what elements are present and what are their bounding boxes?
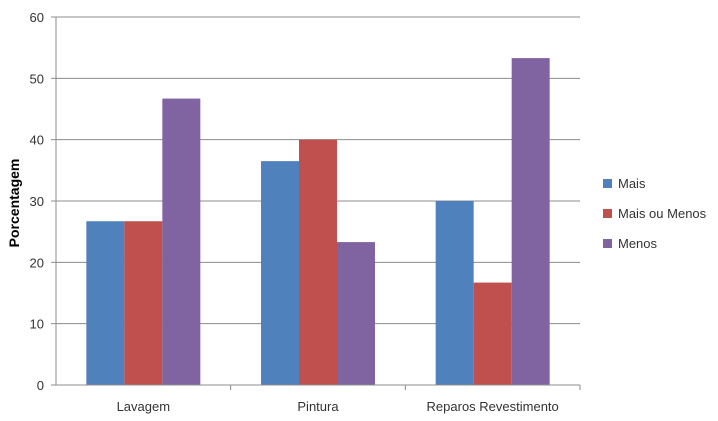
y-tick-label: 0 [37,378,44,393]
category-label: Reparos Revestimento [427,399,559,414]
y-tick-label: 10 [30,317,44,332]
legend-swatch [603,209,612,218]
y-tick-label: 20 [30,255,44,270]
bar-mais-1 [261,161,299,385]
bar-mais-0 [86,221,125,385]
y-tick-label: 50 [30,71,44,86]
bar-mais-ou-menos-0 [124,221,163,385]
bar-menos-1 [337,242,375,385]
bar-menos-2 [511,58,550,386]
category-label: Pintura [297,399,339,414]
legend-label: Mais ou Menos [618,206,707,221]
y-tick-labels: 0 10 20 30 40 50 60 [30,10,44,393]
legend: Mais Mais ou Menos Menos [603,176,707,251]
bar-menos-0 [162,98,201,385]
y-tick-label: 60 [30,10,44,25]
legend-label: Menos [618,236,658,251]
axes [55,17,581,390]
legend-swatch [603,239,612,248]
bars [86,58,550,386]
y-axis-title: Porcentagem [6,159,22,248]
legend-label: Mais [618,176,646,191]
y-tick-label: 30 [30,194,44,209]
category-label: Lavagem [117,399,170,414]
category-labels: Lavagem Pintura Reparos Revestimento [117,399,559,414]
legend-swatch [603,179,612,188]
bar-mais-2 [435,201,474,385]
y-tick-label: 40 [30,133,44,148]
bar-mais-ou-menos-1 [299,139,337,385]
bar-mais-ou-menos-2 [473,282,512,385]
